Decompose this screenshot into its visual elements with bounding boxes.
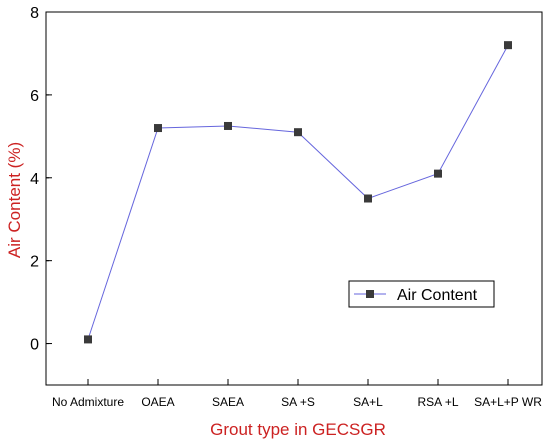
data-point <box>154 124 162 133</box>
x-tick-label: SA+L+P WR <box>474 395 542 409</box>
x-tick-label: OAEA <box>141 395 174 409</box>
plot-border <box>45 11 543 386</box>
y-tick-label: 0 <box>30 337 39 354</box>
x-tick-label: SA+L <box>353 395 383 409</box>
y-axis-ticks: 0 2 4 6 8 <box>30 5 52 354</box>
x-tick-label: SAEA <box>212 395 244 409</box>
y-tick-label: 8 <box>30 5 39 22</box>
data-point <box>504 41 512 50</box>
x-tick-label: No Admixture <box>52 395 124 409</box>
data-point <box>434 169 442 178</box>
y-tick-label: 4 <box>30 171 39 188</box>
x-axis-ticks: No Admixture OAEA SAEA SA +S SA+L RSA +L SA+L+… <box>52 379 542 409</box>
data-point <box>294 128 302 137</box>
x-tick-label: SA +S <box>281 395 315 409</box>
y-axis-title: Air Content (%) <box>5 142 24 258</box>
legend-label: Air Content <box>397 287 478 304</box>
legend-marker-sample <box>366 290 374 298</box>
y-tick-label: 6 <box>30 88 39 105</box>
x-tick-label: RSA +L <box>417 395 458 409</box>
x-axis-title: Grout type in GECSGR <box>210 420 386 439</box>
data-point <box>364 194 372 203</box>
legend: Air Content <box>348 280 495 308</box>
y-tick-label: 2 <box>30 254 39 271</box>
data-point <box>224 121 232 130</box>
data-point <box>84 335 92 344</box>
series-air-content <box>84 41 512 344</box>
plot-frame <box>45 11 543 386</box>
